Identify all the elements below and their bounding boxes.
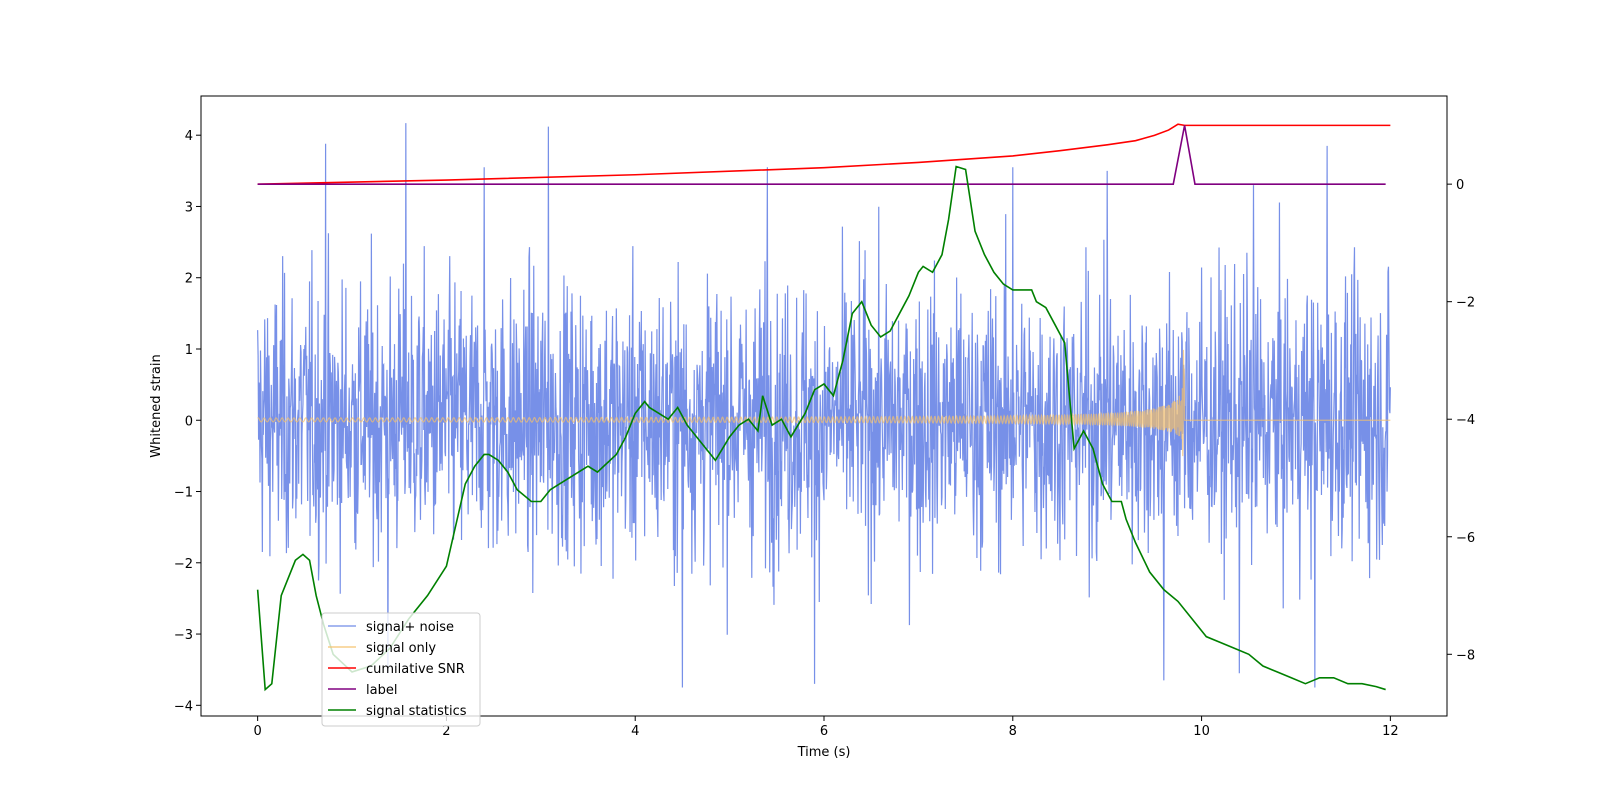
- legend-label: cumilative SNR: [366, 662, 465, 677]
- y-tick-label: 3: [185, 200, 193, 215]
- y-tick-label: 4: [185, 129, 193, 144]
- legend-label: signal only: [366, 641, 436, 656]
- y-tick-label: −1: [174, 486, 193, 501]
- y-tick-label: 0: [185, 414, 193, 429]
- series-line-signal-only: [257, 349, 1391, 457]
- y-axis-left: −4 −3 −2 −1 0 1 2 3 4: [174, 129, 201, 714]
- x-tick-label: 4: [631, 724, 639, 739]
- legend-label: label: [366, 683, 397, 698]
- y-tick-label: 2: [185, 272, 193, 287]
- y-axis-right: −8 −6 −4 −2 0: [1447, 178, 1475, 663]
- series-line-signal-statistics: [256, 165, 1386, 692]
- series-line-signal-noise: [257, 123, 1391, 688]
- series-layer: [256, 123, 1391, 692]
- legend: signal+ noise signal only cumilative SNR la…: [321, 612, 481, 727]
- x-tick-label: 8: [1009, 724, 1017, 739]
- legend-box: [321, 612, 481, 727]
- y-tick-label: −4: [174, 699, 193, 714]
- x-tick-label: 2: [442, 724, 450, 739]
- x-tick-label: 6: [820, 724, 828, 739]
- y-tick-label: 1: [185, 343, 193, 358]
- series-line-label: [257, 125, 1386, 185]
- y2-tick-label: 0: [1456, 178, 1464, 193]
- y2-tick-label: −4: [1456, 413, 1475, 428]
- legend-label: signal statistics: [366, 704, 467, 719]
- y-tick-label: −3: [174, 628, 193, 643]
- y2-tick-label: −8: [1456, 648, 1475, 663]
- x-tick-label: 10: [1193, 724, 1210, 739]
- y-tick-label: −2: [174, 557, 193, 572]
- series-line-cumilative-snr: [257, 123, 1391, 185]
- x-tick-label: 0: [253, 724, 261, 739]
- y2-tick-label: −6: [1456, 531, 1475, 546]
- x-tick-label: 12: [1382, 724, 1399, 739]
- y2-tick-label: −2: [1456, 296, 1475, 311]
- legend-label: signal+ noise: [366, 620, 454, 635]
- x-axis-label: Time (s): [797, 745, 851, 760]
- y-axis-label: Whitened strain: [149, 354, 164, 457]
